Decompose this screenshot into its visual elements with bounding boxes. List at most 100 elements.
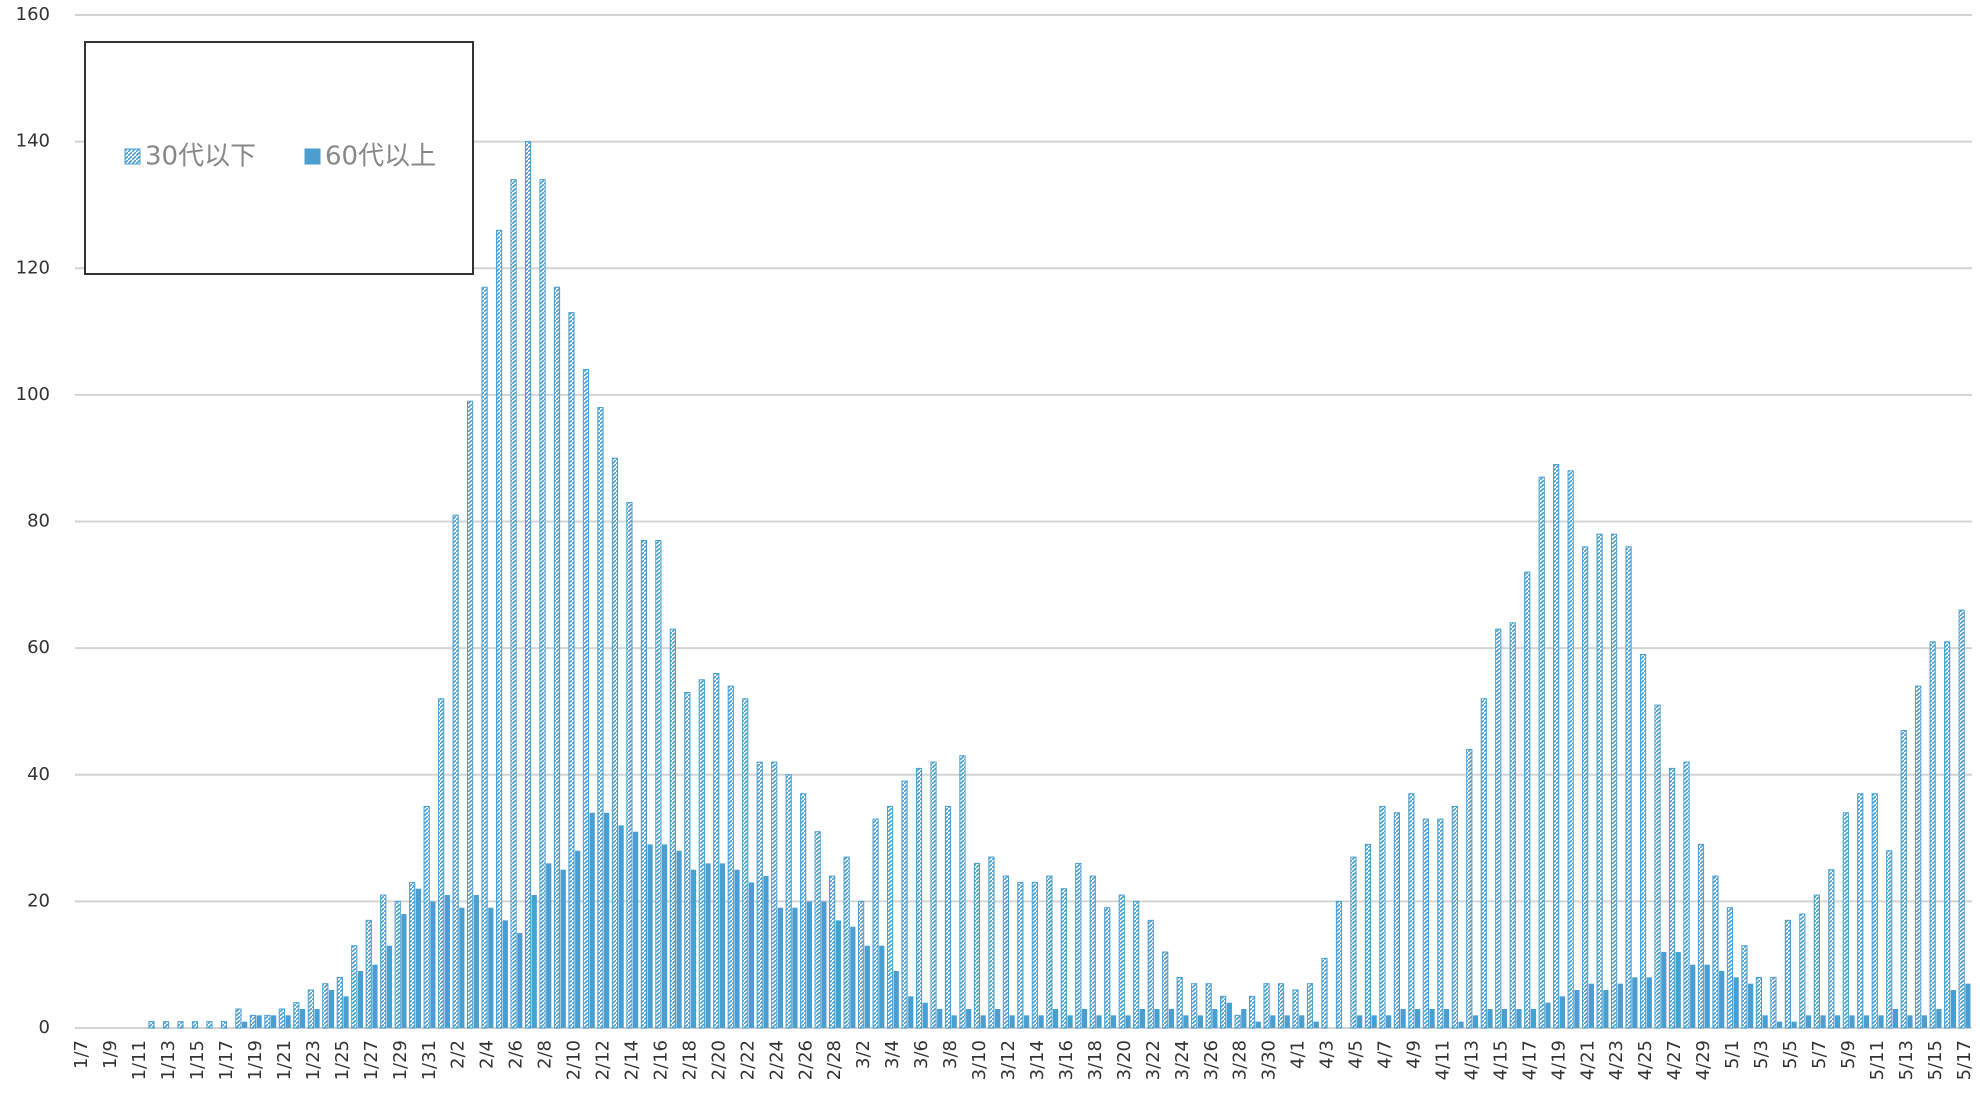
- bar: [531, 895, 537, 1028]
- bar: [1849, 1015, 1855, 1028]
- bar: [502, 920, 508, 1028]
- bar: [1118, 894, 1125, 1029]
- x-tick-label: 3/18: [1085, 1040, 1106, 1080]
- bar: [1226, 1002, 1232, 1028]
- x-tick-label: 2/22: [737, 1040, 758, 1080]
- bar: [1712, 875, 1719, 1029]
- bar: [1741, 945, 1748, 1029]
- x-tick-label: 5/3: [1751, 1040, 1772, 1069]
- y-tick-label: 20: [27, 890, 50, 911]
- bar: [719, 863, 726, 1028]
- bar: [901, 780, 908, 1029]
- bar: [669, 628, 676, 1029]
- bar: [1863, 1015, 1870, 1028]
- y-tick-label: 140: [16, 131, 50, 152]
- bar: [843, 856, 850, 1029]
- bar: [814, 831, 821, 1029]
- bar: [459, 907, 465, 1028]
- x-tick-label: 2/14: [622, 1040, 643, 1080]
- bar: [1915, 685, 1922, 1029]
- bar: [684, 691, 691, 1029]
- bar: [647, 844, 653, 1028]
- bar: [1777, 1021, 1783, 1028]
- bar: [582, 369, 590, 1029]
- bar: [1466, 748, 1473, 1029]
- bar: [1364, 843, 1372, 1029]
- bar: [1668, 767, 1676, 1029]
- bar: [980, 1015, 986, 1028]
- x-tick-label: 3/4: [882, 1040, 903, 1069]
- x-tick-label: 4/11: [1432, 1040, 1453, 1080]
- bar: [1110, 1015, 1117, 1028]
- x-tick-label: 5/7: [1809, 1040, 1830, 1069]
- bar: [1805, 1015, 1812, 1028]
- bar: [1611, 533, 1618, 1029]
- bar: [467, 400, 474, 1029]
- x-tick-label: 1/15: [187, 1040, 208, 1080]
- bar: [191, 1021, 199, 1029]
- bar: [1588, 983, 1594, 1028]
- bar: [444, 895, 450, 1028]
- bar: [1075, 862, 1082, 1029]
- bar: [177, 1021, 184, 1029]
- x-tick-label: 1/9: [100, 1040, 121, 1069]
- bar: [1299, 1015, 1305, 1028]
- bar: [539, 179, 546, 1029]
- bar: [1017, 881, 1024, 1029]
- bar: [1921, 1015, 1928, 1028]
- bar: [1429, 1009, 1435, 1028]
- bar: [966, 1009, 972, 1028]
- bar: [850, 926, 856, 1028]
- bar: [1248, 995, 1256, 1029]
- bar: [1306, 983, 1314, 1029]
- bar: [604, 812, 610, 1028]
- bar: [1277, 983, 1285, 1029]
- bar: [1081, 1009, 1088, 1028]
- bar: [336, 976, 343, 1029]
- bar: [626, 502, 633, 1029]
- x-tick-label: 2/4: [477, 1040, 498, 1069]
- bar: [1414, 1009, 1421, 1028]
- x-tick-label: 5/9: [1838, 1040, 1859, 1069]
- x-tick-label: 4/9: [1403, 1040, 1424, 1069]
- bar: [690, 869, 697, 1028]
- bar: [1950, 990, 1956, 1028]
- legend-box: [84, 41, 474, 275]
- bar: [611, 457, 619, 1029]
- bar: [1791, 1021, 1797, 1028]
- bar: [1900, 729, 1907, 1029]
- bar: [1559, 996, 1566, 1028]
- bar: [256, 1015, 262, 1028]
- x-tick-label: 4/15: [1490, 1040, 1511, 1080]
- bar: [864, 945, 870, 1028]
- bar: [1024, 1015, 1030, 1028]
- x-tick-label: 3/16: [1056, 1040, 1077, 1080]
- bar: [546, 863, 552, 1028]
- bar: [438, 698, 445, 1029]
- x-tick-label: 1/29: [390, 1040, 411, 1080]
- bar: [988, 856, 995, 1029]
- x-tick-label: 4/13: [1461, 1040, 1482, 1080]
- bar: [1321, 957, 1328, 1029]
- bar: [829, 875, 836, 1029]
- x-tick-label: 2/10: [564, 1040, 585, 1080]
- bar: [1162, 951, 1169, 1029]
- bar: [1212, 1009, 1218, 1028]
- bar: [1907, 1015, 1913, 1028]
- bar: [1567, 470, 1574, 1029]
- bar: [1617, 983, 1623, 1028]
- bar: [401, 914, 407, 1028]
- bar: [1683, 761, 1690, 1029]
- bar: [763, 876, 769, 1028]
- bar: [1335, 900, 1343, 1029]
- bar: [777, 907, 784, 1028]
- x-tick-label: 2/8: [535, 1040, 556, 1069]
- x-tick-label: 3/24: [1172, 1040, 1193, 1080]
- bar: [1857, 793, 1864, 1029]
- x-tick-label: 4/5: [1346, 1040, 1367, 1069]
- bar: [597, 407, 604, 1029]
- bar: [937, 1009, 943, 1028]
- x-tick-label: 3/12: [998, 1040, 1019, 1080]
- bar: [1524, 571, 1531, 1029]
- bar: [481, 286, 488, 1029]
